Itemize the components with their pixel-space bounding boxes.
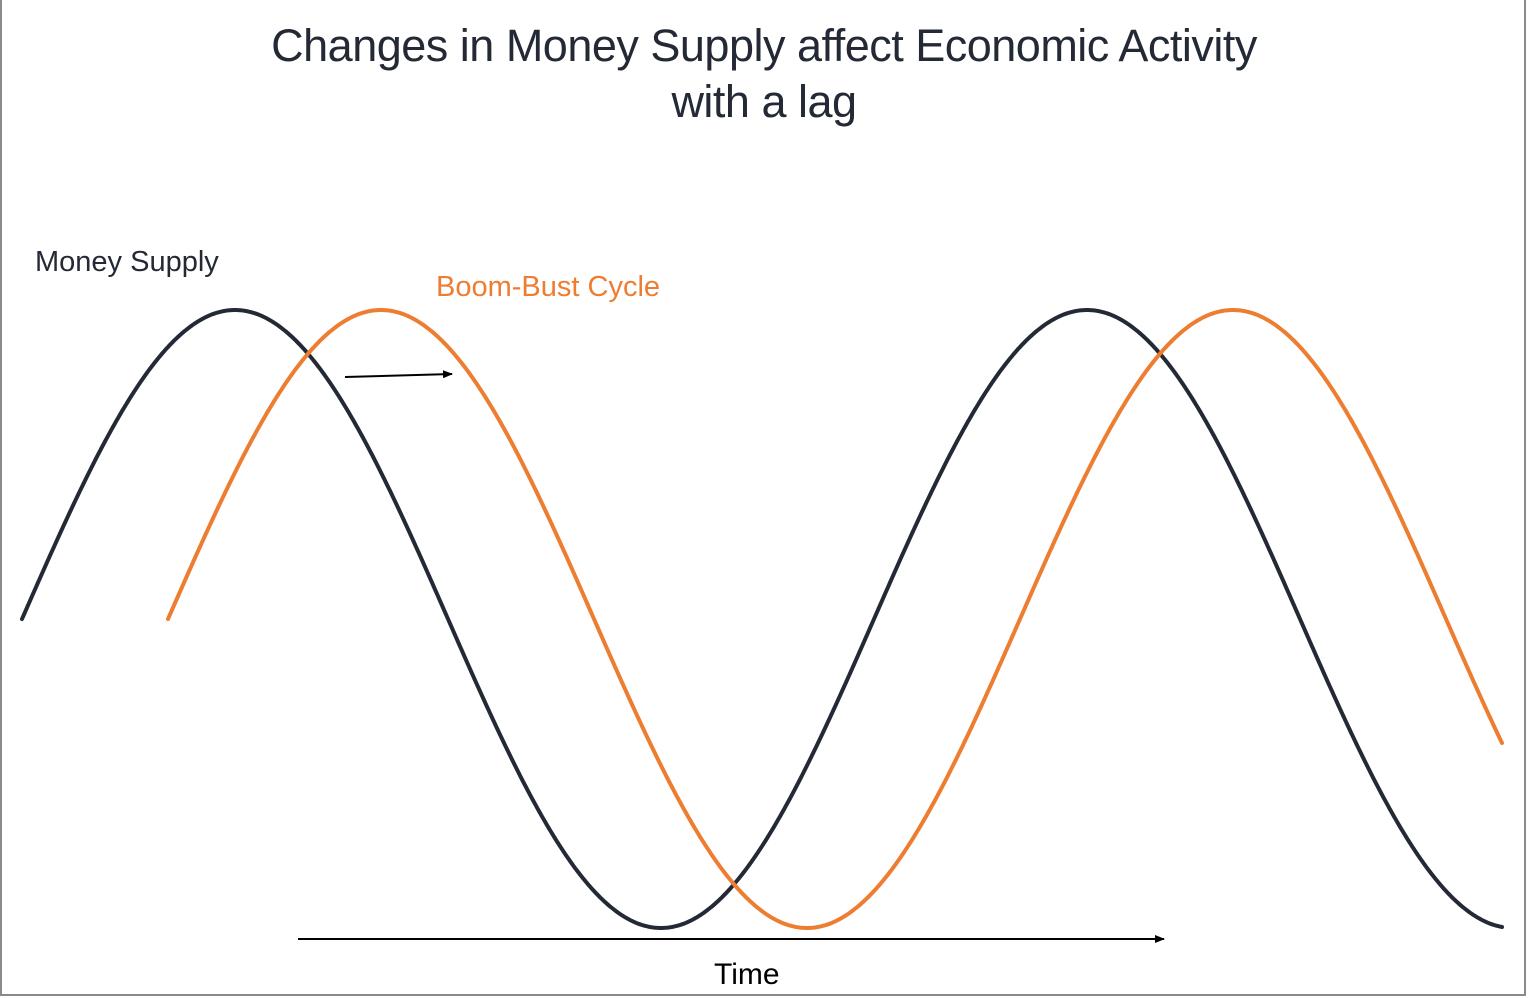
boom-bust-label: Boom-Bust Cycle <box>436 271 661 303</box>
chart-title-line-1: Changes in Money Supply affect Economic … <box>271 20 1257 71</box>
chart-title: Changes in Money Supply affect Economic … <box>0 18 1528 130</box>
money-supply-label: Money Supply <box>35 246 219 278</box>
money-supply-curve <box>20 308 1504 930</box>
time-axis-label: Time <box>714 958 780 991</box>
lag-arrow <box>344 370 453 379</box>
boom-bust-curve <box>166 308 1504 930</box>
chart-title-line-2: with a lag <box>671 76 857 127</box>
